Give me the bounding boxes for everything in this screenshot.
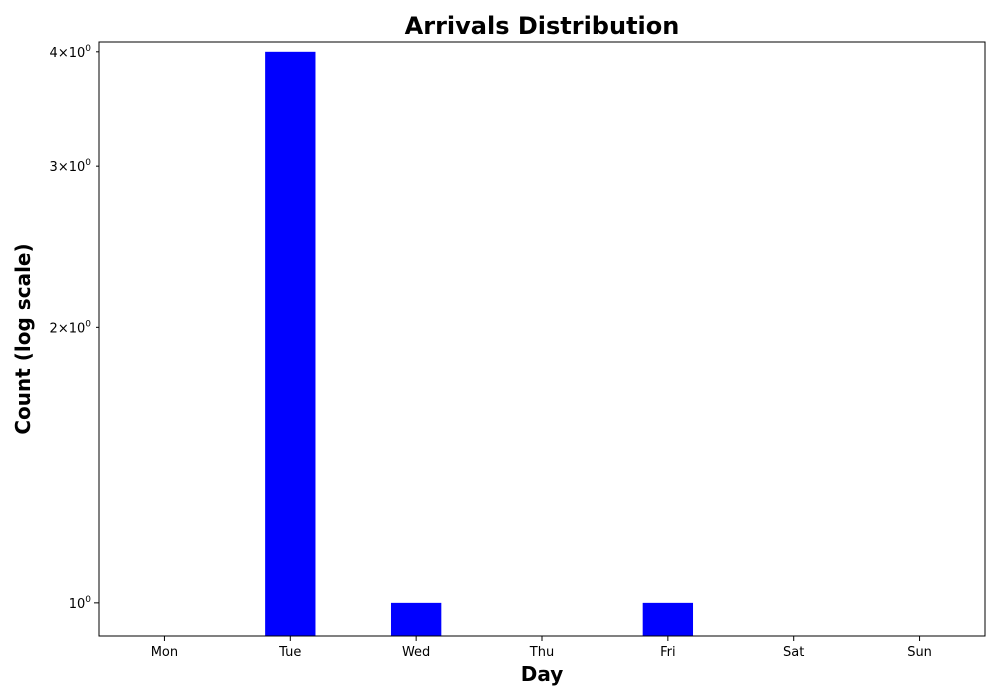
x-tick-label: Fri bbox=[660, 645, 676, 660]
x-tick-label: Mon bbox=[151, 645, 178, 660]
x-tick-label: Wed bbox=[402, 645, 430, 660]
plot-area-frame bbox=[98, 41, 986, 637]
y-tick-label: 2×100 bbox=[50, 319, 92, 336]
y-axis-ticks: 100 2×100 3×100 4×100 bbox=[50, 44, 99, 612]
y-tick-label: 3×100 bbox=[50, 158, 92, 175]
x-tick-label: Sat bbox=[783, 645, 804, 660]
chart-title: Arrivals Distribution bbox=[405, 12, 680, 40]
x-axis-ticks: Mon Tue Wed Thu Fri Sat Sun bbox=[151, 636, 932, 660]
bar-wed bbox=[390, 602, 442, 636]
bar-tue bbox=[265, 51, 316, 636]
x-tick-label: Sun bbox=[907, 645, 932, 660]
y-tick-label: 4×100 bbox=[50, 44, 92, 61]
x-tick-label: Thu bbox=[529, 645, 554, 660]
y-tick-label: 100 bbox=[69, 595, 92, 612]
bar-fri bbox=[642, 602, 694, 636]
y-axis-label: Count (log scale) bbox=[11, 243, 35, 434]
x-tick-label: Tue bbox=[278, 645, 301, 660]
x-axis-label: Day bbox=[521, 662, 564, 686]
bar-series bbox=[265, 51, 694, 636]
